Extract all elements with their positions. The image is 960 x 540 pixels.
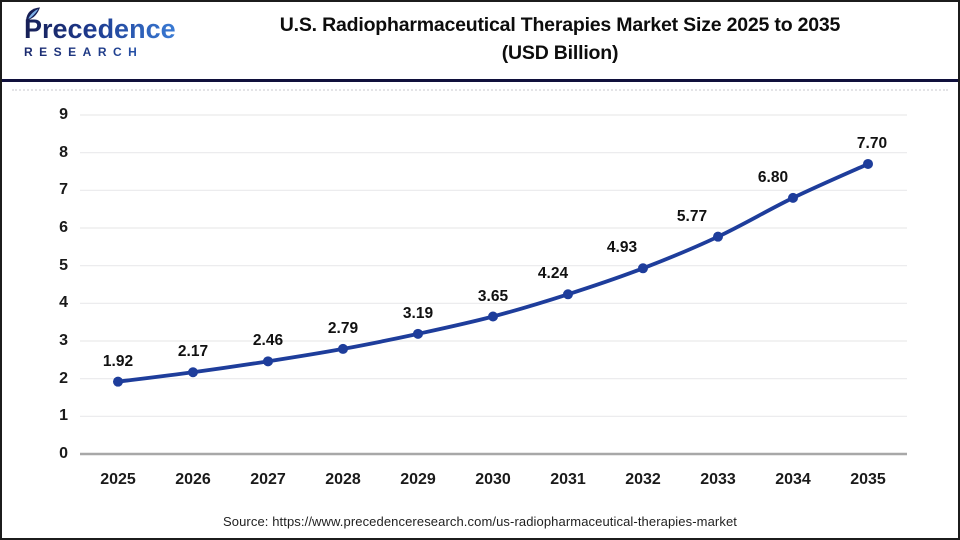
data-point-2031: [563, 289, 573, 300]
series-line: [116, 162, 870, 384]
line-chart-svg: [80, 114, 907, 456]
x-axis-label-2030: 2030: [475, 471, 511, 488]
leaf-icon: [26, 7, 40, 21]
x-axis-label-2025: 2025: [100, 471, 136, 488]
data-point-2030: [488, 311, 498, 322]
data-label-2025: 1.92: [102, 352, 134, 370]
x-axis-label-2027: 2027: [250, 471, 286, 488]
data-label-2026: 2.17: [177, 343, 209, 361]
chart-title: U.S. Radiopharmaceutical Therapies Marke…: [279, 14, 841, 36]
data-label-2028: 2.79: [327, 319, 359, 337]
data-point-2034: [788, 192, 798, 203]
data-point-2035: [863, 158, 873, 169]
y-axis-label-2: 2: [59, 369, 68, 387]
dotted-divider: [12, 89, 948, 91]
data-label-2029: 3.19: [402, 304, 434, 322]
data-point-2033: [713, 231, 723, 242]
x-axis-label-2034: 2034: [775, 471, 811, 488]
x-axis-label-2035: 2035: [850, 471, 886, 488]
chart-title-block: U.S. Radiopharmaceutical Therapies Marke…: [182, 11, 938, 67]
x-axis-label-2029: 2029: [400, 471, 436, 488]
data-point-2025: [113, 376, 123, 387]
data-point-2027: [263, 356, 273, 367]
x-axis-label-2032: 2032: [625, 471, 661, 488]
brand-name: Precedence: [24, 7, 176, 44]
data-label-2032: 4.93: [606, 239, 638, 257]
y-axis-label-8: 8: [59, 143, 68, 161]
data-label-2031: 4.24: [537, 265, 569, 283]
y-axis-label-0: 0: [59, 445, 68, 462]
data-label-2030: 3.65: [477, 287, 509, 305]
x-axis-label-2031: 2031: [550, 471, 586, 488]
y-axis-label-9: 9: [59, 106, 68, 123]
data-label-2027: 2.46: [252, 332, 284, 350]
y-axis-label-3: 3: [59, 332, 68, 349]
brand-name-text: Precedence: [24, 14, 176, 44]
chart-area: Source: https://www.precedenceresearch.c…: [2, 85, 958, 538]
x-axis-label-2026: 2026: [175, 471, 211, 488]
data-point-2028: [338, 343, 348, 354]
y-axis-label-4: 4: [59, 294, 68, 312]
data-label-2034: 6.80: [757, 168, 789, 186]
data-label-2033: 5.77: [676, 207, 708, 225]
chart-subtitle: (USD Billion): [501, 42, 619, 64]
data-label-2035: 7.70: [856, 134, 888, 152]
y-axis-label-5: 5: [59, 256, 68, 274]
header: Precedence RESEARCH U.S. Radiopharmaceut…: [2, 2, 958, 82]
y-axis-label-1: 1: [59, 407, 68, 425]
y-axis-label-6: 6: [59, 219, 68, 236]
data-point-2029: [413, 328, 423, 339]
data-point-2032: [638, 263, 648, 274]
x-axis-label-2028: 2028: [325, 471, 361, 488]
data-point-2026: [188, 367, 198, 378]
brand-logo: Precedence RESEARCH: [24, 7, 176, 58]
brand-subname: RESEARCH: [24, 46, 174, 58]
y-axis-label-7: 7: [59, 181, 68, 199]
x-axis-label-2033: 2033: [700, 471, 736, 488]
source-text: Source: https://www.precedenceresearch.c…: [223, 514, 737, 529]
